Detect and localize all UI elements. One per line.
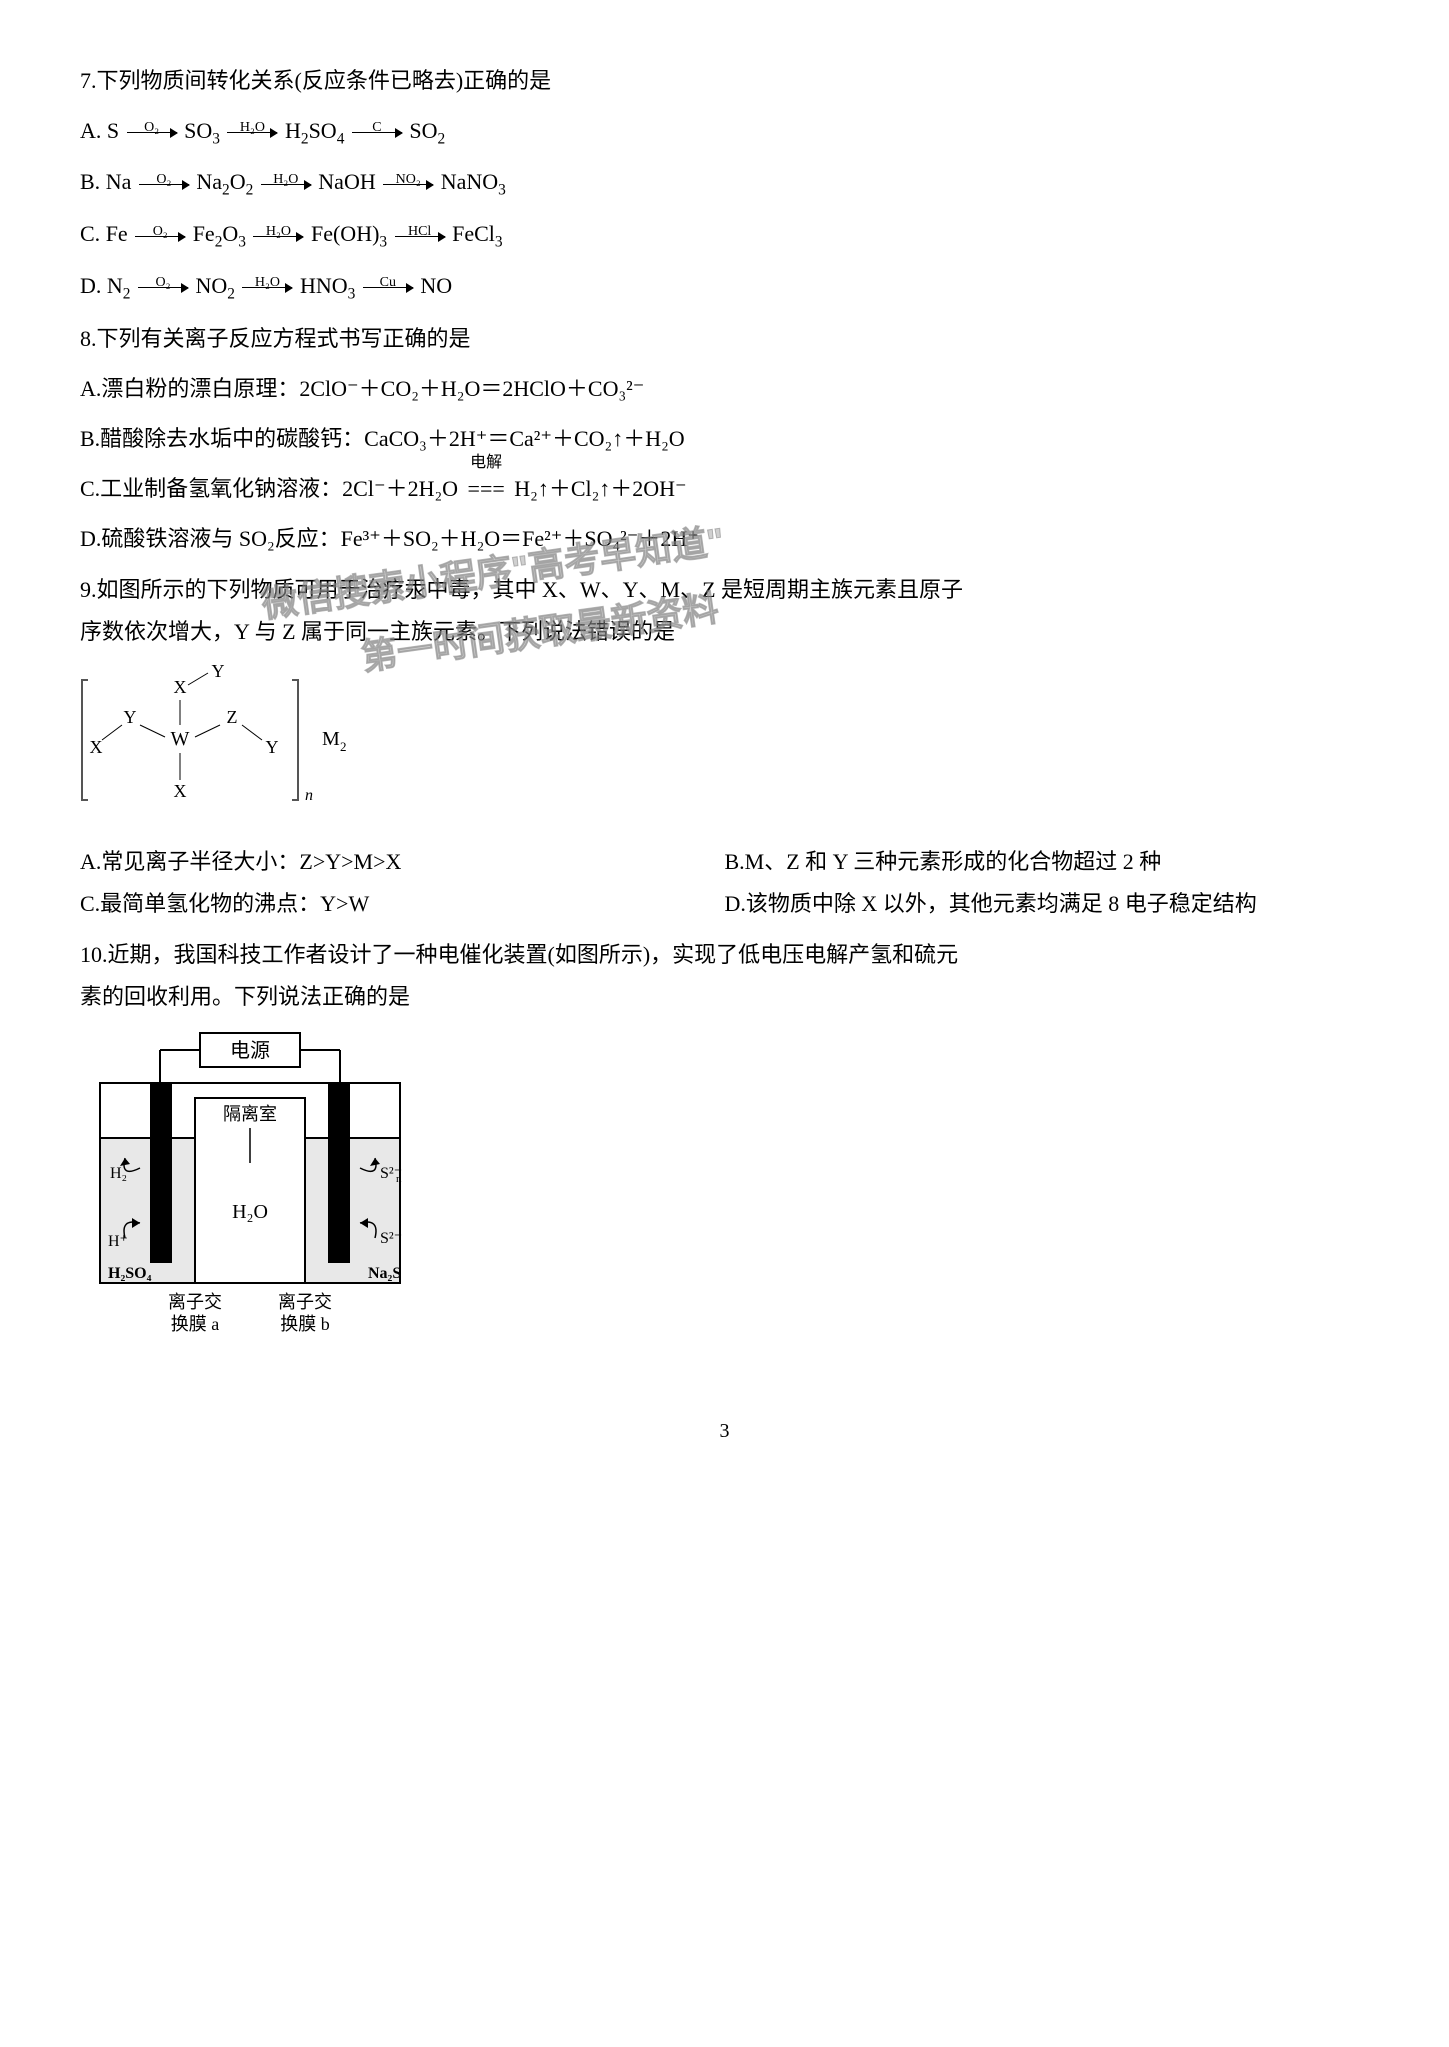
svg-text:Y: Y: [124, 707, 137, 727]
q7-option-b: B. Na O₂ Na2O2 H₂O NaOH NO₂ NaNO3: [80, 161, 1369, 205]
opt-label: B.: [80, 169, 100, 194]
q10-stem-line2: 素的回收利用。下列说法正确的是: [80, 976, 1369, 1018]
svg-text:Y: Y: [212, 665, 225, 681]
electrolysis-device-diagram: 电源 隔离室 H₂O H₂ H⁺ H₂: [80, 1028, 1369, 1372]
chem: SO3: [184, 118, 220, 143]
page-number: 3: [80, 1412, 1369, 1450]
svg-text:离子交: 离子交: [168, 1292, 222, 1312]
question-9: 9.如图所示的下列物质可用于治疗汞中毒，其中 X、W、Y、M、Z 是短周期主族元…: [80, 569, 1369, 924]
chem: S: [107, 118, 119, 143]
svg-text:M: M: [322, 728, 340, 750]
q9-stem-line2: 序数依次增大，Y 与 Z 属于同一主族元素。下列说法错误的是: [80, 611, 1369, 653]
arrow-icon: H₂O: [253, 236, 303, 237]
arrow-icon: H₂O: [242, 287, 292, 288]
chem: NO2: [195, 273, 234, 298]
svg-text:H₂: H₂: [110, 1165, 127, 1182]
q9-option-a: A.常见离子半径大小：Z>Y>M>X: [80, 841, 725, 883]
q9-stem-line1: 9.如图所示的下列物质可用于治疗汞中毒，其中 X、W、Y、M、Z 是短周期主族元…: [80, 569, 1369, 611]
q9-option-b: B.M、Z 和 Y 三种元素形成的化合物超过 2 种: [725, 841, 1370, 883]
svg-text:Z: Z: [227, 707, 238, 727]
chem: Fe: [106, 221, 128, 246]
chem: Na: [106, 169, 132, 194]
opt-label: C.: [80, 221, 100, 246]
arrow-icon: Cu: [363, 287, 413, 288]
power-label: 电源: [230, 1039, 270, 1062]
q9-option-c: C.最简单氢化物的沸点：Y>W: [80, 883, 725, 925]
q9-option-d: D.该物质中除 X 以外，其他元素均满足 8 电子稳定结构: [725, 883, 1370, 925]
chem: Na2O2: [196, 169, 253, 194]
chem: NaNO3: [441, 169, 506, 194]
q7-option-d: D. N2 O₂ NO2 H₂O HNO3 Cu NO: [80, 265, 1369, 309]
svg-text:X: X: [174, 677, 187, 697]
arrow-icon: C: [352, 132, 402, 133]
question-10: 10.近期，我国科技工作者设计了一种电催化装置(如图所示)，实现了低电压电解产氢…: [80, 934, 1369, 1371]
svg-text:隔离室: 隔离室: [223, 1104, 277, 1124]
svg-text:H₂SO₄: H₂SO₄: [108, 1265, 152, 1282]
structure-diagram: W X Y X Y X Z Y n M 2: [80, 665, 1369, 829]
svg-text:W: W: [171, 728, 190, 750]
svg-text:n: n: [305, 787, 313, 804]
arrow-icon: NO₂: [383, 184, 433, 185]
chem: Fe(OH)3: [311, 221, 387, 246]
q7-stem: 7.下列物质间转化关系(反应条件已略去)正确的是: [80, 60, 1369, 102]
svg-text:离子交: 离子交: [278, 1292, 332, 1312]
q8-option-d: D.硫酸铁溶液与 SO₂反应：Fe³⁺＋SO₂＋H₂O＝Fe²⁺＋SO₄²⁻＋2…: [80, 518, 1369, 560]
svg-text:H₂O: H₂O: [232, 1201, 268, 1223]
svg-text:S²⁻: S²⁻: [380, 1230, 402, 1247]
structure-svg: W X Y X Y X Z Y n M 2: [80, 665, 360, 815]
opt-label: A.: [80, 118, 101, 143]
q8-option-c: C.工业制备氢氧化钠溶液：2Cl⁻＋2H₂O 电解 === H₂↑＋Cl₂↑＋2…: [80, 468, 1369, 510]
chem: Fe2O3: [193, 221, 246, 246]
c-prefix: C.工业制备氢氧化钠溶液：2Cl⁻＋2H₂O: [80, 476, 458, 501]
chem: H2SO4: [285, 118, 344, 143]
svg-text:H⁺: H⁺: [108, 1233, 128, 1250]
q7-option-a: A. S O₂ SO3 H₂O H2SO4 C SO2: [80, 110, 1369, 154]
svg-text:换膜 a: 换膜 a: [171, 1314, 220, 1334]
svg-text:Na₂S: Na₂S: [368, 1265, 401, 1282]
arrow-icon: O₂: [139, 184, 189, 185]
arrow-icon: O₂: [138, 287, 188, 288]
svg-text:n: n: [396, 1173, 402, 1185]
q9-options: A.常见离子半径大小：Z>Y>M>X B.M、Z 和 Y 三种元素形成的化合物超…: [80, 841, 1369, 925]
arrow-icon: O₂: [135, 236, 185, 237]
chem: SO2: [409, 118, 445, 143]
q10-stem-line1: 10.近期，我国科技工作者设计了一种电催化装置(如图所示)，实现了低电压电解产氢…: [80, 934, 1369, 976]
arrow-icon: H₂O: [227, 132, 277, 133]
arrow-icon: O₂: [127, 132, 177, 133]
chem: NO: [420, 273, 452, 298]
chem: NaOH: [318, 169, 375, 194]
svg-text:换膜 b: 换膜 b: [280, 1314, 330, 1334]
svg-text:X: X: [90, 737, 103, 757]
question-7: 7.下列物质间转化关系(反应条件已略去)正确的是 A. S O₂ SO3 H₂O…: [80, 60, 1369, 308]
chem: FeCl3: [452, 221, 503, 246]
equals-with-condition: 电解 ===: [468, 468, 505, 510]
chem: N2: [107, 273, 131, 298]
svg-text:Y: Y: [266, 737, 279, 757]
q8-stem: 8.下列有关离子反应方程式书写正确的是: [80, 318, 1369, 360]
q8-option-a: A.漂白粉的漂白原理：2ClO⁻＋CO₂＋H₂O＝2HClO＋CO₃²⁻: [80, 368, 1369, 410]
c-suffix: H₂↑＋Cl₂↑＋2OH⁻: [514, 476, 686, 501]
opt-label: D.: [80, 273, 101, 298]
arrow-icon: H₂O: [261, 184, 311, 185]
q8-option-b: B.醋酸除去水垢中的碳酸钙：CaCO₃＋2H⁺＝Ca²⁺＋CO₂↑＋H₂O: [80, 418, 1369, 460]
arrow-icon: HCl: [395, 236, 445, 237]
svg-text:X: X: [174, 781, 187, 801]
chem: HNO3: [300, 273, 355, 298]
svg-text:2: 2: [340, 739, 347, 754]
q7-option-c: C. Fe O₂ Fe2O3 H₂O Fe(OH)3 HCl FeCl3: [80, 213, 1369, 257]
question-8: 8.下列有关离子反应方程式书写正确的是 A.漂白粉的漂白原理：2ClO⁻＋CO₂…: [80, 318, 1369, 559]
